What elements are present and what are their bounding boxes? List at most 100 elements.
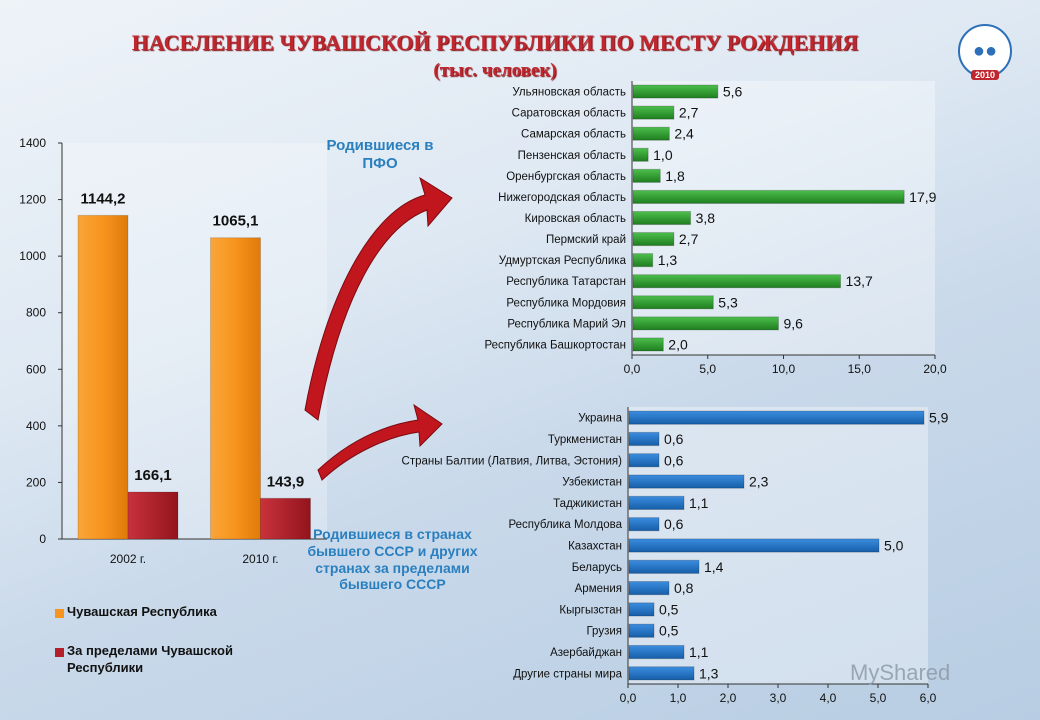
bar-pfo [632, 253, 654, 268]
x-tick-label: 1,0 [670, 691, 687, 705]
y-tick-label: 1400 [19, 136, 46, 150]
data-label: 166,1 [134, 467, 172, 484]
data-label: 17,9 [909, 189, 936, 205]
category-label: Самарская область [521, 129, 626, 141]
logo-year: 2010 [970, 70, 1000, 80]
bar-pfo [632, 189, 905, 204]
category-label: Ульяновская область [512, 87, 626, 99]
data-label: 3,8 [696, 210, 716, 226]
category-label: Туркменистан [548, 434, 622, 446]
bar-ussr [628, 453, 660, 468]
category-label: Другие страны мира [513, 668, 622, 680]
data-label: 2,7 [679, 105, 699, 121]
legend-swatch-red [55, 648, 64, 657]
bar-ussr [628, 538, 880, 553]
legend-item-outside: За пределами Чувашской Республики [67, 643, 233, 675]
bar-pfo [632, 84, 719, 99]
category-label: Узбекистан [562, 477, 622, 489]
bar-pfo [632, 274, 842, 289]
bar-ussr [628, 517, 660, 532]
bar-ussr [628, 431, 660, 447]
x-tick-label: 2,0 [720, 691, 737, 705]
x-tick-label: 0,0 [620, 691, 637, 705]
y-tick-label: 0 [39, 532, 46, 546]
people-icon: ●● [972, 39, 998, 62]
bar-ussr [628, 666, 695, 681]
y-tick-label: 200 [26, 475, 46, 489]
bar-pfo [632, 126, 670, 141]
data-label: 1,0 [653, 147, 673, 163]
x-tick-label: 4,0 [820, 691, 837, 705]
bar-pfo [632, 232, 675, 247]
bar-ussr [628, 623, 655, 638]
x-tick-label: 0,0 [624, 362, 641, 376]
y-tick-label: 800 [26, 306, 46, 320]
y-tick-label: 1200 [19, 193, 46, 207]
data-label: 1,8 [665, 168, 685, 184]
page-subtitle: (тыс. человек) [433, 60, 557, 81]
y-tick-label: 400 [26, 419, 46, 433]
x-tick-label: 2010 г. [242, 552, 278, 566]
x-tick-label: 5,0 [699, 362, 716, 376]
category-label: Беларусь [572, 562, 622, 574]
category-label: Грузия [586, 626, 622, 638]
note-ussr: Родившиеся в странах бывшего СССР и друг… [307, 526, 478, 593]
x-tick-label: 15,0 [848, 362, 872, 376]
bar-ussr [628, 581, 670, 596]
category-label: Республика Марий Эл [507, 318, 626, 330]
data-label: 0,6 [664, 431, 684, 447]
data-label: 1065,1 [213, 213, 259, 230]
category-label: Нижегородская область [498, 192, 626, 204]
category-label: Оренбургская область [506, 171, 626, 183]
data-label: 0,6 [664, 516, 684, 532]
category-label: Пензенская область [518, 150, 626, 162]
category-label: Кировская область [525, 213, 626, 225]
bar-chuvash [77, 214, 129, 540]
category-label: Таджикистан [553, 498, 622, 510]
data-label: 2,4 [674, 126, 694, 142]
y-tick-label: 1000 [19, 249, 46, 263]
category-label: Кыргызстан [559, 604, 622, 616]
arrow-to-pfo [304, 176, 453, 421]
data-label: 2,7 [679, 231, 699, 247]
watermark: MyShared [850, 660, 951, 685]
category-label: Саратовская область [512, 108, 626, 120]
category-label: Казахстан [568, 541, 622, 553]
category-label: Республика Башкортостан [484, 339, 626, 351]
bar-pfo [632, 337, 664, 352]
data-label: 0,5 [659, 601, 679, 617]
x-tick-label: 3,0 [770, 691, 787, 705]
category-label: Республика Татарстан [506, 276, 626, 288]
bar-pfo [632, 147, 649, 162]
bar-ussr [628, 495, 685, 510]
note-pfo: Родившиеся в ПФО [326, 137, 434, 172]
data-label: 9,6 [783, 315, 803, 331]
data-label: 143,9 [267, 473, 305, 490]
data-label: 0,5 [659, 623, 679, 639]
bar-pfo [632, 105, 675, 120]
bar-ussr [628, 559, 700, 574]
page-title: НАСЕЛЕНИЕ ЧУВАШСКОЙ РЕСПУБЛИКИ ПО МЕСТУ … [131, 30, 859, 55]
data-label: 5,3 [718, 294, 738, 310]
bar-pfo [632, 316, 779, 331]
x-tick-label: 6,0 [920, 691, 937, 705]
x-tick-label: 10,0 [772, 362, 796, 376]
data-label: 1,1 [689, 644, 709, 660]
category-label: Страны Балтии (Латвия, Литва, Эстония) [402, 455, 623, 467]
bar-chuvash [210, 237, 261, 540]
bar-ussr [628, 410, 925, 425]
arrow-to-ussr [317, 403, 443, 481]
bar-ussr [628, 644, 685, 660]
x-tick-label: 20,0 [923, 362, 947, 376]
data-label: 0,6 [664, 452, 684, 468]
legend-swatch-orange [55, 609, 64, 618]
data-label: 13,7 [846, 273, 873, 289]
category-label: Республика Мордовия [506, 297, 626, 309]
data-label: 1144,2 [80, 190, 125, 207]
category-label: Удмуртская Республика [499, 255, 627, 267]
category-label: Пермский край [546, 234, 626, 246]
y-tick-label: 600 [26, 362, 46, 376]
bar-pfo [632, 295, 714, 310]
census-logo: ●● 2010 [958, 24, 1012, 80]
